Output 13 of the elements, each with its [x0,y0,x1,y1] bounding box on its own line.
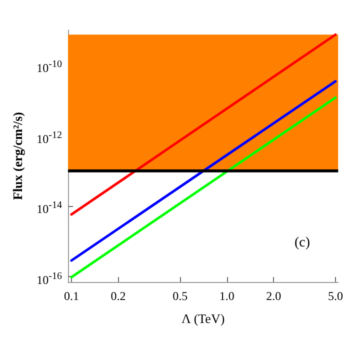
x-tick-label: 1.0 [219,289,234,303]
y-tick-label: 10$^{-12}$ [36,128,62,148]
x-axis-title: Λ (TeV) [181,311,225,326]
x-tick-label: 0.2 [110,289,126,303]
y-tick-label: 10$^{-16}$ [36,270,62,289]
x-tick-label: 0.5 [172,289,188,303]
x-tick-label: 2.0 [266,289,282,303]
x-tick-label: 5.0 [328,289,343,303]
y-tick-label: 10$^{-10}$ [36,58,62,78]
x-tick-label: 0.1 [64,289,79,303]
y-axis-title: Flux (erg/cm²/s) [10,112,25,200]
annotation: (c) [294,236,310,250]
y-tick-label: 10$^{-14}$ [36,199,62,218]
